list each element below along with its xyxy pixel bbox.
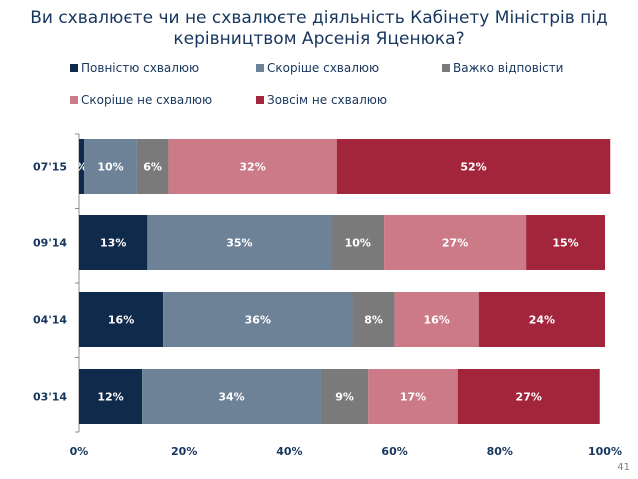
legend-label: Повністю схвалюю — [81, 61, 200, 75]
data-label: 8% — [364, 314, 383, 327]
data-label: 10% — [97, 161, 123, 174]
bar-segment — [168, 139, 337, 194]
x-tick-label: 100% — [588, 445, 622, 458]
x-tick-label: 60% — [381, 445, 407, 458]
data-label: 10% — [345, 237, 371, 250]
x-tick-label: 80% — [487, 445, 513, 458]
bar-segment — [394, 292, 479, 347]
data-label: 27% — [442, 237, 468, 250]
data-label: 9% — [335, 391, 354, 404]
category-label: 03'14 — [33, 391, 67, 404]
legend-swatch — [442, 64, 450, 72]
data-label: 24% — [529, 314, 555, 327]
x-tick-label: 0% — [70, 445, 89, 458]
data-label: % — [76, 161, 87, 174]
legend-swatch — [256, 64, 264, 72]
bar-segment — [79, 139, 85, 194]
data-label: 16% — [424, 314, 450, 327]
legend-label: Важко відповісти — [453, 61, 564, 75]
data-label: 36% — [245, 314, 271, 327]
legend-label: Скоріше схвалюю — [267, 61, 380, 75]
chart-title: Ви схвалюєте чи не схвалюєте діяльність … — [30, 8, 608, 49]
bar-segment — [320, 369, 369, 424]
x-tick-label: 20% — [171, 445, 197, 458]
category-label: 04'14 — [33, 314, 67, 327]
category-label: 09'14 — [33, 237, 67, 250]
bar-segment — [136, 139, 169, 194]
legend-swatch — [70, 96, 78, 104]
bar-segment — [79, 215, 148, 270]
legend-swatch — [256, 96, 264, 104]
bar-segment — [84, 139, 137, 194]
data-label: 6% — [143, 161, 162, 174]
category-label: 07'15 — [33, 161, 67, 174]
data-label: 15% — [552, 237, 578, 250]
bar-segment — [331, 215, 385, 270]
bar-segment — [526, 215, 605, 270]
data-label: 32% — [239, 161, 265, 174]
bar-segment — [147, 215, 332, 270]
legend-item-fully-approve: Повністю схвалюю — [70, 61, 199, 75]
bar-segment — [79, 292, 164, 347]
bar-segment — [384, 215, 527, 270]
data-label: 27% — [516, 391, 542, 404]
bar-segment — [352, 292, 395, 347]
data-label: 17% — [400, 391, 426, 404]
data-label: 52% — [460, 161, 486, 174]
bar-segment — [142, 369, 321, 424]
bar-segment — [368, 369, 458, 424]
bar-segment — [478, 292, 605, 347]
bar-segment — [79, 369, 143, 424]
legend-swatch — [70, 64, 78, 72]
legend-item-fully-disapprove: Зовсім не схвалюю — [256, 93, 387, 107]
data-label: 16% — [108, 314, 134, 327]
legend-label: Скоріше не схвалюю — [81, 93, 213, 107]
page-number: 41 — [617, 462, 630, 473]
data-label: 35% — [226, 237, 252, 250]
data-label: 13% — [100, 237, 126, 250]
bar-segment — [457, 369, 600, 424]
data-label: 12% — [97, 391, 123, 404]
bar-segment — [163, 292, 353, 347]
legend-item-rather-approve: Скоріше схвалюю — [256, 61, 379, 75]
x-tick-label: 40% — [276, 445, 302, 458]
data-label: 34% — [218, 391, 244, 404]
bar-segment — [336, 139, 611, 194]
legend-item-rather-disapprove: Скоріше не схвалюю — [70, 93, 212, 107]
legend-label: Зовсім не схвалюю — [267, 93, 387, 107]
legend-item-hard-to-say: Важко відповісти — [442, 61, 563, 75]
